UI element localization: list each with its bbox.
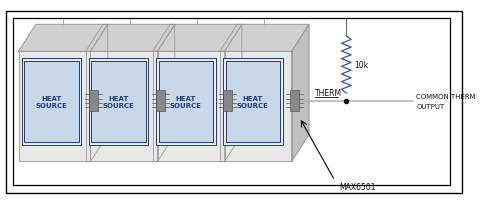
Polygon shape — [18, 25, 108, 52]
Polygon shape — [153, 52, 225, 162]
Polygon shape — [90, 25, 108, 162]
Text: MAX6501: MAX6501 — [340, 183, 376, 192]
Text: THERM: THERM — [314, 89, 342, 98]
Bar — [290, 91, 299, 112]
Bar — [88, 91, 98, 112]
Polygon shape — [86, 25, 175, 52]
Bar — [223, 91, 232, 112]
Text: OUTPUT: OUTPUT — [416, 103, 445, 109]
Bar — [24, 61, 79, 143]
Polygon shape — [220, 25, 309, 52]
Bar — [226, 61, 280, 143]
Bar — [156, 91, 165, 112]
Polygon shape — [86, 52, 157, 162]
Text: HEAT
SOURCE: HEAT SOURCE — [103, 95, 135, 109]
Bar — [91, 61, 146, 143]
Polygon shape — [220, 52, 292, 162]
Polygon shape — [18, 52, 90, 162]
Bar — [158, 61, 213, 143]
Bar — [156, 59, 215, 145]
Polygon shape — [292, 25, 309, 162]
Bar — [22, 59, 81, 145]
Text: 10k: 10k — [354, 61, 368, 70]
Polygon shape — [157, 25, 175, 162]
Text: HEAT
SOURCE: HEAT SOURCE — [170, 95, 202, 109]
Polygon shape — [153, 25, 242, 52]
Text: COMMON THERM: COMMON THERM — [416, 93, 476, 99]
Bar — [223, 59, 282, 145]
Text: HEAT
SOURCE: HEAT SOURCE — [36, 95, 68, 109]
Polygon shape — [225, 25, 242, 162]
Text: HEAT
SOURCE: HEAT SOURCE — [237, 95, 269, 109]
Bar — [89, 59, 148, 145]
